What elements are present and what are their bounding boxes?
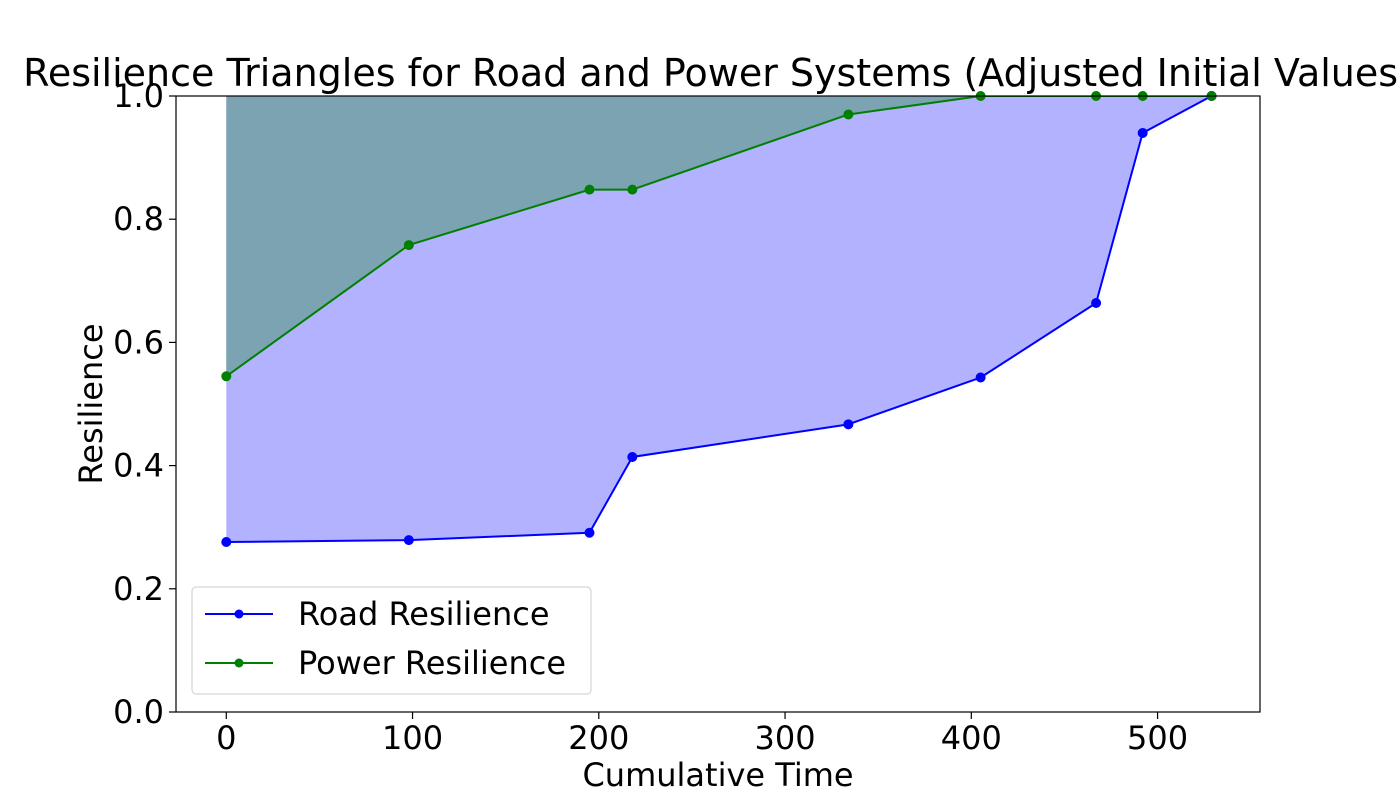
legend: Road Resilience Power Resilience <box>191 586 592 695</box>
y-axis: 0.0 0.2 0.4 0.6 0.8 1.0 <box>113 77 176 731</box>
chart-title: Resilience Triangles for Road and Power … <box>23 51 1400 95</box>
y-tick-label: 0.4 <box>113 447 164 485</box>
x-tick-label: 200 <box>568 719 629 757</box>
x-tick-label: 0 <box>216 719 236 757</box>
y-axis-label: Resilience <box>72 323 110 484</box>
power-resilience-point <box>403 240 414 251</box>
x-axis-label: Cumulative Time <box>582 756 853 794</box>
legend-marker-power-resilience <box>234 658 244 668</box>
road-resilience-point <box>1137 127 1148 138</box>
power-resilience-point <box>584 184 595 195</box>
power-resilience-point <box>221 371 232 382</box>
y-tick-label: 0.0 <box>113 693 164 731</box>
road-resilience-point <box>221 536 232 547</box>
fill-layer <box>226 96 1212 542</box>
x-tick-label: 100 <box>382 719 443 757</box>
road-resilience-point <box>843 419 854 430</box>
power-resilience-point <box>627 184 638 195</box>
road-resilience-fill-area <box>226 96 1212 542</box>
power-resilience-point <box>843 109 854 120</box>
road-resilience-point <box>975 372 986 383</box>
x-axis: 0 100 200 300 400 500 <box>216 712 1188 757</box>
road-resilience-point <box>584 527 595 538</box>
legend-label-road-resilience: Road Resilience <box>298 595 550 633</box>
y-tick-label: 0.8 <box>113 200 164 238</box>
plot-frame <box>175 95 1261 713</box>
legend-frame <box>191 586 592 695</box>
power-resilience-fill-area <box>226 96 1212 377</box>
road-resilience-point <box>403 535 414 546</box>
x-tick-label: 400 <box>941 719 1002 757</box>
road-resilience-point <box>1091 297 1102 308</box>
y-tick-label: 1.0 <box>113 77 164 115</box>
x-tick-label: 300 <box>755 719 816 757</box>
legend-marker-road-resilience <box>234 609 244 619</box>
road-resilience-point <box>627 451 638 462</box>
x-tick-label: 500 <box>1127 719 1188 757</box>
legend-entries: Road Resilience Power Resilience <box>205 595 566 682</box>
y-tick-label: 0.6 <box>113 323 164 361</box>
y-tick-label: 0.2 <box>113 570 164 608</box>
series-marker-layer <box>221 91 1217 547</box>
legend-label-power-resilience: Power Resilience <box>298 644 566 682</box>
